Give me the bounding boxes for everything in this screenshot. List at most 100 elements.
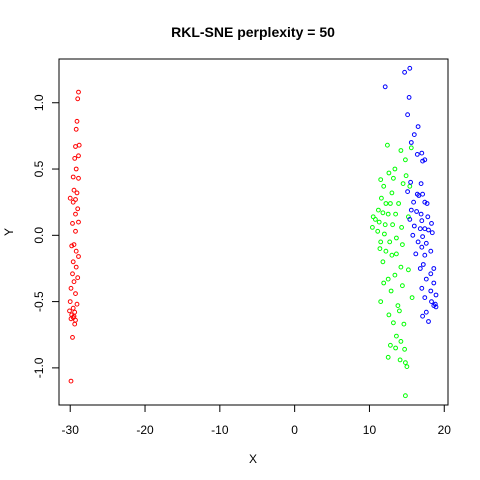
data-point [381,183,387,189]
data-point [393,345,399,351]
data-point [408,140,414,145]
data-point [419,150,425,156]
data-point [71,187,77,193]
data-point [378,239,384,245]
series-1 [67,89,82,384]
data-point [398,339,404,344]
data-point [408,207,414,213]
data-point [410,232,416,238]
series-2 [370,142,415,399]
data-point [373,217,378,222]
y-axis: -1.0 -0.5 0.0 0.5 1.0 [32,94,60,378]
data-point [73,248,79,254]
data-point [73,264,79,270]
data-point [391,320,396,326]
x-tick-label: -10 [211,423,229,437]
data-point [433,292,439,298]
data-point [386,170,392,176]
data-point [397,357,403,363]
data-point [382,231,387,237]
data-point [74,301,80,307]
data-point [388,288,394,294]
data-point [398,148,404,153]
data-point [382,222,388,228]
data-point [433,304,439,310]
series-3 [382,65,439,324]
data-point [420,262,426,267]
x-tick-label: -20 [136,423,154,437]
data-point [70,174,76,180]
data-point [420,234,426,240]
data-point [395,303,401,309]
data-point [398,264,404,270]
data-point [76,219,81,225]
x-tick-label: 0 [291,423,298,437]
data-point [75,275,81,281]
data-point [67,195,73,201]
data-point [375,228,381,234]
x-tick-label: 20 [438,423,452,437]
data-point [388,342,393,348]
data-point [406,95,412,100]
data-point [397,308,402,314]
data-point [70,199,76,205]
y-tick-label: -1.0 [32,357,46,378]
data-point [76,89,81,95]
data-point [417,266,423,271]
data-point [408,145,414,151]
data-point [404,364,410,370]
data-point [403,157,408,163]
data-point [73,228,78,234]
data-point [380,259,386,265]
data-point [425,214,431,220]
data-point [383,248,389,254]
data-point [74,118,80,124]
data-point [70,305,76,311]
data-point [73,211,78,217]
data-point [76,175,81,181]
data-point [406,267,411,273]
data-point [405,112,411,118]
data-point [381,280,387,286]
data-point [386,312,392,318]
data-point [67,308,72,314]
data-point [423,309,429,315]
data-point [429,230,435,236]
data-point [68,316,74,322]
data-point [415,239,421,245]
data-point [417,226,423,232]
chart-title: RKL-SNE perplexity = 50 [171,24,335,40]
data-point [68,285,74,291]
data-point [405,189,411,195]
data-point [414,209,420,214]
data-point [400,181,406,187]
data-point [382,84,388,90]
data-point [411,199,417,205]
y-tick-label: -0.5 [32,291,46,312]
data-point [389,190,395,196]
data-point [418,211,424,217]
data-point [414,152,420,157]
data-point [411,132,417,138]
data-point [72,321,78,327]
data-point [378,299,384,305]
data-point [383,201,389,206]
data-point [426,319,431,324]
y-tick-label: 1.0 [32,94,46,111]
data-point [420,313,426,319]
data-point [75,96,81,102]
data-point [394,235,399,241]
data-point [422,252,428,258]
data-point [391,175,396,181]
data-point [413,251,419,257]
data-point [71,279,77,285]
data-point [377,246,383,252]
data-point [74,190,80,196]
x-tick-label: -30 [62,423,80,437]
data-point [420,158,426,164]
data-points [67,65,439,399]
data-point [428,271,434,277]
data-point [385,211,391,217]
